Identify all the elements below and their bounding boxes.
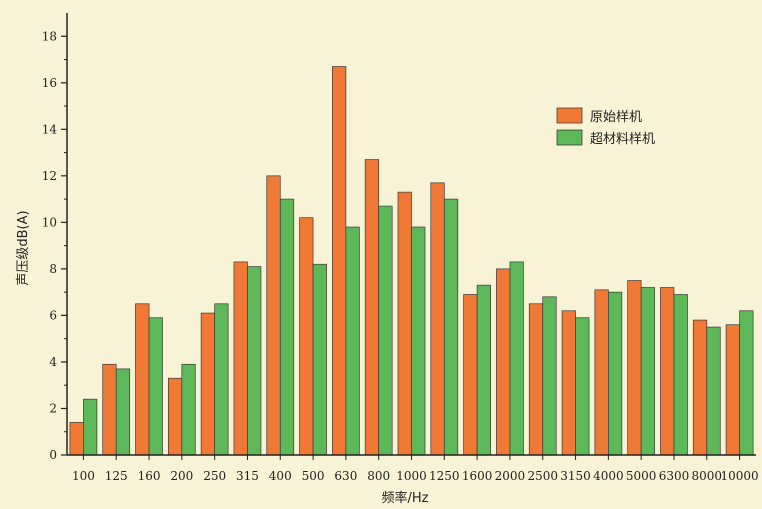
x-tick-label: 4000 [593, 469, 624, 483]
bar-metamaterial-315 [247, 266, 262, 456]
y-tick-label: 6 [49, 308, 57, 322]
legend-swatch-series-1 [556, 129, 583, 146]
bar-original-800 [364, 159, 380, 456]
x-tick-label: 1000 [396, 469, 427, 483]
y-tick-label: 10 [42, 215, 57, 229]
bar-original-2500 [528, 303, 544, 456]
bar-metamaterial-1000 [411, 226, 426, 456]
y-tick-label: 0 [49, 448, 57, 462]
bar-metamaterial-2000 [509, 261, 524, 456]
bar-original-630 [332, 66, 347, 456]
x-tick-label: 3150 [560, 469, 591, 483]
bar-metamaterial-1600 [476, 284, 491, 456]
x-tick-label: 1250 [429, 469, 460, 483]
y-tick-label: 12 [42, 169, 57, 183]
bar-metamaterial-200 [181, 363, 196, 456]
x-tick-label: 1600 [462, 469, 493, 483]
x-tick-label: 800 [367, 469, 390, 483]
bar-original-10000 [725, 324, 740, 456]
bar-metamaterial-5000 [640, 287, 656, 456]
y-ticks: 0 2 4 6 8 10 12 14 16 18 [42, 29, 67, 462]
bar-original-6300 [660, 287, 675, 456]
bar-original-4000 [594, 289, 609, 456]
x-tick-label: 500 [302, 469, 325, 483]
bar-original-5000 [627, 280, 642, 456]
y-tick-label: 4 [49, 355, 57, 369]
x-tick-label: 6300 [659, 469, 690, 483]
bar-original-2000 [496, 268, 511, 456]
bar-metamaterial-630 [345, 226, 360, 456]
x-tick-label: 2000 [495, 469, 526, 483]
bar-metamaterial-10000 [739, 310, 754, 456]
bar-original-315 [233, 261, 248, 456]
x-tick-label: 125 [105, 469, 128, 483]
legend-label-series-1: 超材料样机 [590, 132, 655, 147]
bar-metamaterial-3150 [575, 317, 590, 456]
x-ticks: 100 125 160 200 250 315 400 500 630 800 1000 1250 16… [72, 455, 759, 483]
bar-metamaterial-100 [83, 398, 98, 456]
bar-metamaterial-6300 [673, 294, 688, 456]
bar-original-160 [135, 303, 150, 456]
x-tick-label: 315 [236, 469, 259, 483]
y-tick-label: 8 [49, 262, 57, 276]
y-tick-label: 14 [42, 122, 58, 136]
bar-original-8000 [692, 319, 708, 456]
bar-original-100 [69, 422, 84, 456]
bar-metamaterial-800 [378, 205, 393, 456]
y-tick-label: 18 [42, 29, 57, 43]
bar-metamaterial-4000 [608, 291, 623, 456]
legend: 原始样机 超材料样机 [556, 107, 655, 147]
bar-original-3150 [561, 310, 576, 456]
bar-original-1000 [397, 191, 412, 456]
bar-metamaterial-500 [312, 263, 327, 456]
y-tick-label: 16 [42, 76, 57, 90]
bar-original-1250 [430, 182, 445, 456]
y-tick-label: 2 [49, 401, 57, 415]
bar-metamaterial-2500 [542, 296, 557, 456]
bar-metamaterial-250 [214, 303, 229, 456]
bar-original-500 [299, 217, 314, 456]
legend-label-series-0: 原始样机 [590, 110, 642, 125]
bars-layer [69, 66, 754, 456]
bar-metamaterial-1250 [443, 198, 459, 456]
x-tick-label: 100 [72, 469, 95, 483]
bar-original-125 [102, 363, 117, 456]
x-tick-label: 160 [138, 469, 161, 483]
x-tick-label: 200 [170, 469, 193, 483]
bar-metamaterial-125 [115, 368, 131, 456]
bar-original-200 [167, 377, 183, 456]
bar-metamaterial-400 [279, 198, 295, 456]
x-tick-label: 250 [203, 469, 226, 483]
x-axis-title: 频率/Hz [382, 490, 429, 506]
bar-metamaterial-160 [148, 317, 163, 456]
y-axis-title: 声压级dB(A) [16, 210, 31, 285]
bar-original-250 [200, 312, 215, 456]
x-tick-label: 10000 [721, 469, 759, 483]
bar-original-1600 [463, 294, 478, 456]
x-tick-label: 5000 [626, 469, 657, 483]
legend-swatch-series-0 [556, 107, 583, 124]
x-tick-label: 630 [334, 469, 357, 483]
x-tick-label: 8000 [692, 469, 723, 483]
bar-original-400 [266, 175, 281, 456]
x-tick-label: 400 [269, 469, 292, 483]
x-tick-label: 2500 [527, 469, 558, 483]
bar-metamaterial-8000 [706, 326, 721, 456]
